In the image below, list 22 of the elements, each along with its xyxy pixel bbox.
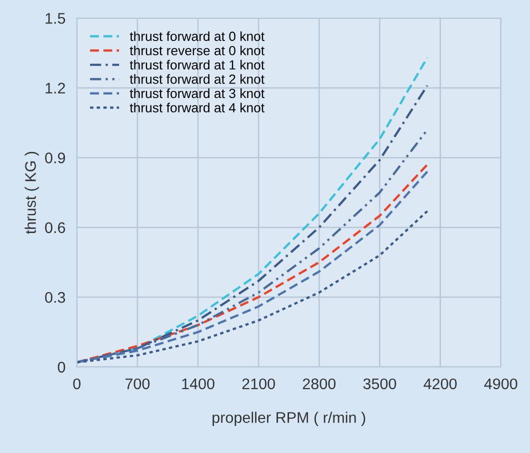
y-tick-label: 0.6 — [45, 222, 66, 234]
legend-label: thrust forward at 0 knot — [130, 31, 264, 42]
x-tick-label: 2800 — [302, 378, 336, 390]
legend-label: thrust forward at 4 knot — [130, 102, 264, 112]
legend-label: thrust reverse at 0 knot — [130, 46, 264, 56]
y-tick-label: 1.5 — [46, 13, 66, 24]
x-tick-label: 1400 — [182, 378, 214, 390]
y-tick-label: 1.2 — [46, 82, 65, 94]
x-tick-label: 4900 — [484, 378, 518, 390]
y-tick-label: 0.3 — [45, 292, 66, 303]
legend-label: thrust forward at 3 knot — [130, 88, 264, 98]
x-tick-label: 0 — [73, 378, 80, 390]
y-axis-title: thrust ( KG ) — [24, 152, 39, 234]
y-tick-label: 0 — [58, 362, 66, 373]
x-tick-label: 3500 — [363, 378, 396, 390]
x-tick-label: 2100 — [242, 378, 275, 390]
x-tick-label: 4200 — [424, 378, 457, 390]
legend-label: thrust forward at 1 knot — [130, 60, 264, 70]
y-tick-label: 0.9 — [45, 152, 66, 164]
x-tick-label: 700 — [125, 378, 150, 390]
legend-label: thrust forward at 2 knot — [130, 74, 264, 84]
x-axis-title: propeller RPM ( r/min ) — [212, 412, 366, 426]
